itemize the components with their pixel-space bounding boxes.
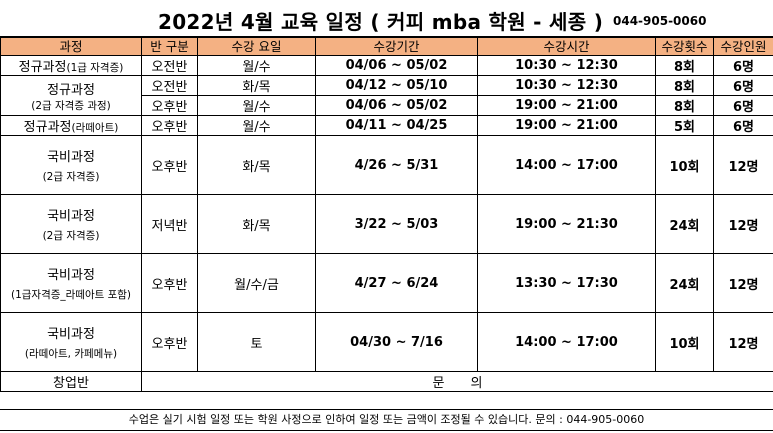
- count-cell: 8회: [655, 55, 714, 76]
- course-sub: (1급자격증_라떼아트 포함): [10, 289, 132, 301]
- course-sub: (2급 자격증 과정): [31, 99, 111, 112]
- time-cell: 10:30 ~ 12:30: [477, 55, 656, 76]
- table-row: 국비과정 (2급 자격증) 오후반 화/목 4/26 ~ 5/31 14:00 ~…: [0, 135, 773, 195]
- course-name: 정규과정: [23, 120, 72, 135]
- class-cell: 오전반: [141, 55, 198, 76]
- course-sub: (라떼아트, 카페메뉴): [24, 348, 118, 360]
- title-row: 2022년 4월 교육 일정 ( 커피 mba 학원 - 세종 ) 044-90…: [0, 0, 773, 37]
- capacity-cell: 12명: [713, 135, 773, 195]
- count-cell: 8회: [655, 75, 714, 96]
- period-cell: 04/11 ~ 04/25: [315, 115, 478, 136]
- period-cell: 04/06 ~ 05/02: [315, 95, 478, 116]
- course-sub: (1급 자격증): [66, 62, 124, 74]
- class-cell: 오후반: [141, 135, 198, 195]
- col-header-count: 수강횟수: [655, 37, 714, 56]
- capacity-cell: 12명: [713, 194, 773, 254]
- course-cell: 정규과정(1급 자격증): [0, 55, 142, 76]
- class-cell: 저녁반: [141, 194, 198, 254]
- period-cell: 04/06 ~ 05/02: [315, 55, 478, 76]
- time-cell: 19:00 ~ 21:00: [477, 115, 656, 136]
- course-cell: 국비과정 (2급 자격증): [0, 135, 142, 195]
- course-cell: 국비과정 (라떼아트, 카페메뉴): [0, 312, 142, 372]
- period-cell: 04/12 ~ 05/10: [315, 75, 478, 96]
- course-cell: 국비과정 (1급자격증_라떼아트 포함): [0, 253, 142, 313]
- time-cell: 19:00 ~ 21:00: [477, 95, 656, 116]
- table-row: 국비과정 (2급 자격증) 저녁반 화/목 3/22 ~ 5/03 19:00 ~…: [0, 194, 773, 254]
- course-sub: (2급 자격증): [42, 171, 100, 183]
- col-header-course: 과정: [0, 37, 142, 56]
- days-cell: 화/목: [197, 75, 316, 96]
- col-header-time: 수강시간: [477, 37, 656, 56]
- table-row: 정규과정(라떼아트) 오후반 월/수 04/11 ~ 04/25 19:00 ~…: [0, 115, 773, 136]
- col-header-capacity: 수강인원: [713, 37, 773, 56]
- time-cell: 19:00 ~ 21:30: [477, 194, 656, 254]
- table-row: 국비과정 (라떼아트, 카페메뉴) 오후반 토 04/30 ~ 7/16 14:0…: [0, 312, 773, 372]
- days-cell: 토: [197, 312, 316, 372]
- count-cell: 24회: [655, 253, 714, 313]
- time-cell: 14:00 ~ 17:00: [477, 135, 656, 195]
- course-sub: (라떼아트): [71, 122, 119, 134]
- capacity-cell: 6명: [713, 95, 773, 116]
- days-cell: 화/목: [197, 194, 316, 254]
- capacity-cell: 12명: [713, 312, 773, 372]
- class-cell: 오전반: [141, 75, 198, 96]
- period-cell: 04/30 ~ 7/16: [315, 312, 478, 372]
- capacity-cell: 6명: [713, 115, 773, 136]
- inquiry-char-1: 문: [432, 376, 445, 391]
- count-cell: 8회: [655, 95, 714, 116]
- capacity-cell: 6명: [713, 75, 773, 96]
- time-cell: 10:30 ~ 12:30: [477, 75, 656, 96]
- course-name: 국비과정: [47, 327, 95, 342]
- days-cell: 월/수: [197, 55, 316, 76]
- course-name: 국비과정: [47, 209, 95, 224]
- col-header-period: 수강기간: [315, 37, 478, 56]
- time-cell: 14:00 ~ 17:00: [477, 312, 656, 372]
- days-cell: 월/수: [197, 115, 316, 136]
- count-cell: 10회: [655, 312, 714, 372]
- notice-text: 수업은 실기 시험 일정 또는 학원 사정으로 인하여 일정 또는 금액이 조정…: [0, 409, 773, 431]
- course-cell: 국비과정 (2급 자격증): [0, 194, 142, 254]
- count-cell: 24회: [655, 194, 714, 254]
- days-cell: 월/수/금: [197, 253, 316, 313]
- table-row: 국비과정 (1급자격증_라떼아트 포함) 오후반 월/수/금 4/27 ~ 6/2…: [0, 253, 773, 313]
- course-name: 국비과정: [47, 268, 95, 283]
- course-cell: 정규과정 (2급 자격증 과정): [0, 75, 142, 116]
- capacity-cell: 6명: [713, 55, 773, 76]
- class-cell: 오후반: [141, 253, 198, 313]
- period-cell: 4/26 ~ 5/31: [315, 135, 478, 195]
- class-cell: 오후반: [141, 95, 198, 116]
- count-cell: 10회: [655, 135, 714, 195]
- table-row: 오후반 월/수 04/06 ~ 05/02 19:00 ~ 21:00 8회 6…: [1, 95, 773, 116]
- class-cell: 오후반: [141, 312, 198, 372]
- course-name: 정규과정: [47, 82, 95, 98]
- startup-label: 창업반: [0, 371, 142, 392]
- schedule-table: 과정 반 구분 수강 요일 수강기간 수강시간 수강횟수 수강인원 정규과정(1…: [0, 37, 773, 392]
- days-cell: 월/수: [197, 95, 316, 116]
- time-cell: 13:30 ~ 17:30: [477, 253, 656, 313]
- col-header-days: 수강 요일: [197, 37, 316, 56]
- table-row: 정규과정(1급 자격증) 오전반 월/수 04/06 ~ 05/02 10:30…: [0, 55, 773, 76]
- period-cell: 3/22 ~ 5/03: [315, 194, 478, 254]
- course-name: 정규과정: [18, 60, 67, 75]
- inquiry-char-2: 의: [470, 376, 483, 391]
- course-cell: 정규과정(라떼아트): [0, 115, 142, 136]
- table-header-row: 과정 반 구분 수강 요일 수강기간 수강시간 수강횟수 수강인원: [0, 37, 773, 56]
- class-cell: 오후반: [141, 115, 198, 136]
- days-cell: 화/목: [197, 135, 316, 195]
- capacity-cell: 12명: [713, 253, 773, 313]
- count-cell: 5회: [655, 115, 714, 136]
- course-sub: (2급 자격증): [42, 230, 100, 242]
- title-phone: 044-905-0060: [613, 14, 707, 28]
- col-header-class: 반 구분: [141, 37, 198, 56]
- table-row: 정규과정 (2급 자격증 과정) 오전반 화/목 04/12 ~ 05/10 10…: [0, 75, 773, 116]
- period-cell: 4/27 ~ 6/24: [315, 253, 478, 313]
- course-name: 국비과정: [47, 150, 95, 165]
- page-title: 2022년 4월 교육 일정 ( 커피 mba 학원 - 세종 ): [158, 10, 604, 34]
